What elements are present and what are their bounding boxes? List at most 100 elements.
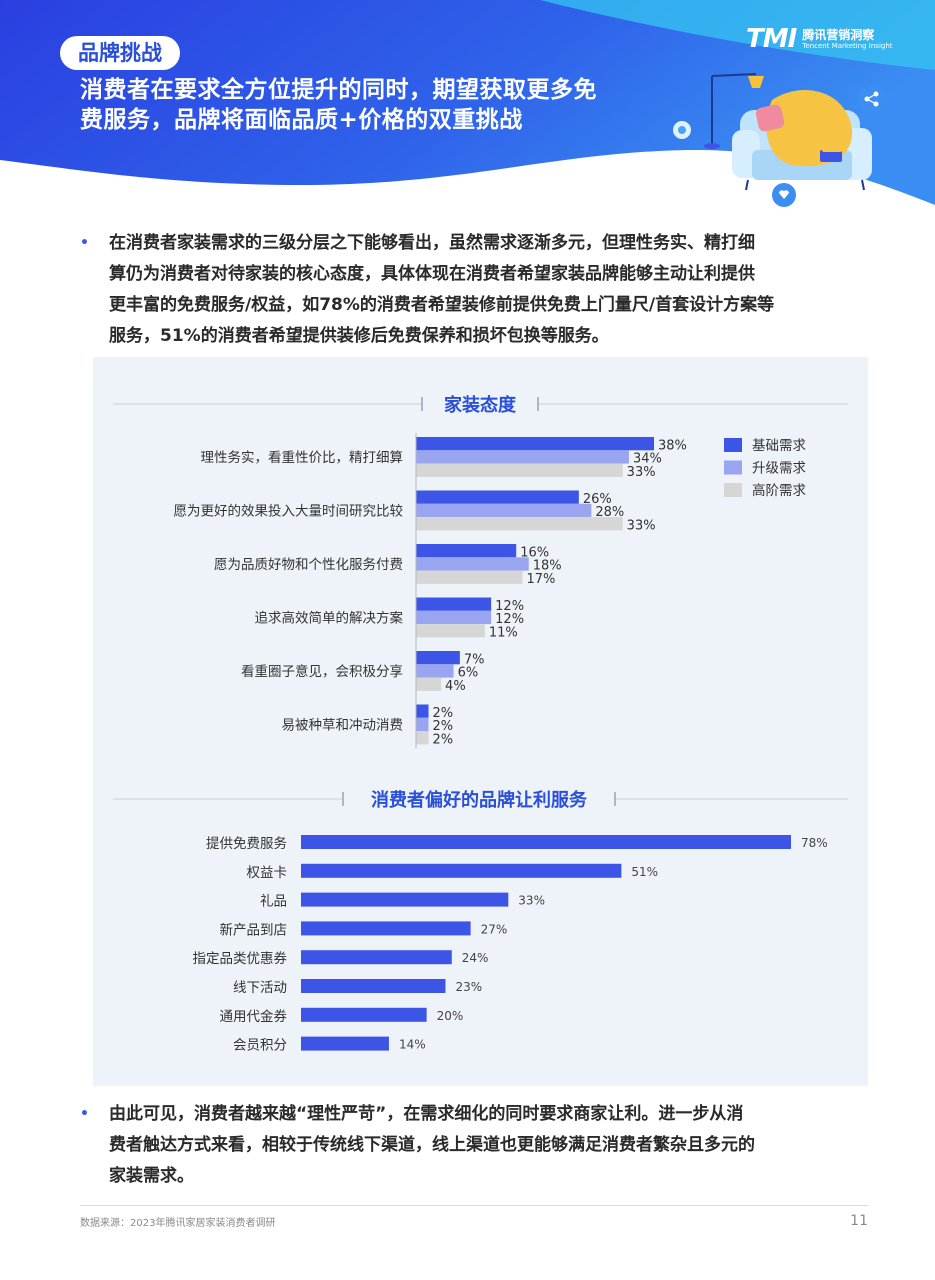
chart1-bar [416,651,460,665]
chart1-bar [416,704,429,718]
chart2-value-label: 23% [455,980,482,994]
chart2-bar [301,1036,389,1051]
chart1-value-label: 6% [458,666,479,681]
chart2-value-label: 27% [481,922,508,936]
chart1-category-label: 愿为品质好物和个性化服务付费 [214,557,403,573]
chart1-legend-label: 升级需求 [752,461,806,477]
chart1-bar [416,450,629,464]
logo-mark: TMI [746,24,797,54]
chart1-value-label: 17% [526,572,555,587]
chart1-bar [416,463,623,477]
chart2-value-label: 14% [399,1038,426,1052]
chart2-value-label: 24% [462,951,489,965]
chart1-bar [416,544,517,558]
chart2-category-label: 权益卡 [247,864,288,881]
chart1-bar [416,717,429,732]
chart1-bar [416,570,523,584]
paragraph-line: 服务，51%的消费者希望提供装修后免费保养和损坏包换等服务。 [109,326,609,346]
chart1-bar [416,664,454,678]
chart2-value-label: 33% [518,894,545,908]
conclusion-paragraph: • 由此可见，消费者越来越“理性严苛”，在需求细化的同时要求商家让利。进一步从消… [80,1099,860,1192]
chart1-bar [416,677,442,691]
chart1-bar [416,610,492,625]
chart1-bar [416,597,492,611]
paragraph-line: 由此可见，消费者越来越“理性严苛”，在需求细化的同时要求商家让利。进一步从消 [109,1104,744,1124]
chart1-legend-label: 基础需求 [752,437,806,454]
chart1-value-label: 28% [595,505,624,520]
chart1-bar [416,490,579,504]
headline-line: 消费者在要求全方位提升的同时，期望获取更多免 [80,77,597,103]
chart1-legend-swatch [724,483,742,497]
chart1-category-label: 理性务实，看重性价比，精打细算 [201,449,404,466]
chart2-category-label: 新产品到店 [220,922,288,938]
logo-subtitle: Tencent Marketing Insight [802,41,893,50]
charts-svg: 家装态度理性务实，看重性价比，精打细算38%34%33%愿为更好的效果投入大量时… [113,394,848,1054]
chart2-value-label: 20% [437,1009,464,1023]
chart2-value-label: 78% [801,836,828,850]
chart1-value-label: 12% [495,599,524,614]
footer-divider [80,1205,868,1206]
chart1-category-label: 易被种草和冲动消费 [282,717,404,733]
chart1-value-label: 33% [627,465,656,480]
chart2-category-label: 提供免费服务 [206,836,287,852]
chart2-bar [301,1007,427,1022]
paragraph-line: 在消费者家装需求的三级分层之下能够看出，虽然需求逐渐多元，但理性务实、精打细 [109,233,755,253]
chart1-category-label: 愿为更好的效果投入大量时间研究比较 [174,503,404,519]
chart2-bar [301,921,471,936]
chart2-category-label: 线下活动 [233,980,287,996]
chart1-value-label: 12% [495,612,524,627]
chart-panel: 家装态度 理性务实，看重性价比，精打细算 38% 34% 33% 愿为更好的效果投入大量时… [93,357,868,1086]
chart1-value-label: 16% [520,545,549,560]
headline-line: 费服务，品牌将面临品质+价格的双重挑战 [80,107,523,133]
chart1-category-label: 追求高效简单的解决方案 [255,609,404,626]
page-headline: 消费者在要求全方位提升的同时，期望获取更多免 费服务，品牌将面临品质+价格的双重… [80,75,660,135]
chart2-bar [301,835,791,849]
intro-paragraph: • 在消费者家装需求的三级分层之下能够看出，虽然需求逐渐多元，但理性务实、精打细… [80,228,860,352]
chart1-value-label: 33% [627,518,656,533]
sofa-illustration [673,73,886,207]
chart2-bar [301,950,452,965]
chart2-category-label: 会员积分 [233,1038,287,1054]
chart1-legend-swatch [724,438,742,452]
chart1-value-label: 2% [433,732,454,747]
chart1-legend-swatch [724,460,742,475]
chart2-category-label: 礼品 [260,894,287,910]
chart1-bar [416,731,429,745]
chart1-bar [416,557,529,571]
chart1-value-label: 4% [445,679,466,694]
paragraph-line: 费者触达方式来看，相较于传统线下渠道，线上渠道也更能够满足消费者繁杂且多元的 [109,1135,755,1155]
chart1-value-label: 38% [658,438,687,453]
chart1-category-label: 看重圈子意见，会积极分享 [241,663,403,680]
chart2-title: 消费者偏好的品牌让利服务 [371,789,588,811]
chart2-category-label: 指定品类优惠券 [193,951,288,967]
chart1-title: 家装态度 [444,394,517,416]
chart1-legend-label: 高阶需求 [752,482,806,499]
chart1-bar [416,624,485,638]
chart2-bar [301,892,509,907]
chart1-value-label: 2% [433,719,454,734]
bullet-icon: • [80,1106,89,1122]
page-header: 品牌挑战 消费者在要求全方位提升的同时，期望获取更多免 费服务，品牌将面临品质+… [0,0,935,215]
chart1-bar [416,517,623,531]
chart1-bar [416,437,654,451]
chart1-value-label: 11% [489,625,518,640]
page-number: 11 [850,1213,868,1229]
chart1-value-label: 18% [533,559,562,574]
paragraph-line: 家装需求。 [109,1166,194,1186]
paragraph-line: 更丰富的免费服务/权益，如78%的消费者希望装修前提供免费上门量尺/首套设计方案… [109,295,775,315]
data-source: 数据来源：2023年腾讯家居家装消费者调研 [80,1218,276,1229]
logo-name: 腾讯营销洞察 [802,27,875,42]
chart1-value-label: 34% [633,452,662,467]
tmi-logo: TMI 腾讯营销洞察 Tencent Marketing Insight [746,22,893,56]
chart2-bar [301,863,622,878]
header-background [0,0,935,205]
chart1-value-label: 26% [583,492,612,507]
bullet-icon: • [80,235,89,251]
paragraph-line: 算仍为消费者对待家装的核心态度，具体体现在消费者希望家装品牌能够主动让利提供 [109,264,755,284]
chart1-bar [416,503,592,518]
chart1-value-label: 2% [433,706,454,721]
chart2-bar [301,979,446,993]
chart2-category-label: 通用代金券 [220,1009,288,1025]
section-tag: 品牌挑战 [60,36,180,70]
chart1-value-label: 7% [464,652,485,667]
